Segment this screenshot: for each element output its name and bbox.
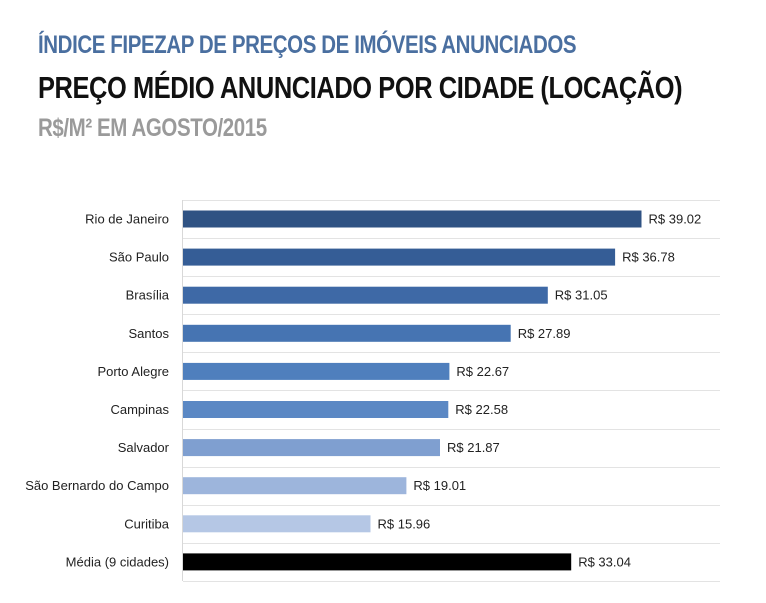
value-label: R$ 21.87 bbox=[447, 440, 500, 455]
bar bbox=[183, 286, 548, 304]
chart-subtitle: R$/M² EM AGOSTO/2015 bbox=[38, 114, 267, 142]
category-label: Média (9 cidades) bbox=[66, 554, 169, 569]
value-label: R$ 36.78 bbox=[622, 250, 675, 265]
bar bbox=[183, 553, 572, 571]
value-label: R$ 22.58 bbox=[455, 402, 508, 417]
value-label: R$ 31.05 bbox=[555, 288, 608, 303]
bar bbox=[183, 362, 450, 380]
category-label: Curitiba bbox=[124, 516, 170, 531]
index-title: ÍNDICE FIPEZAP DE PREÇOS DE IMÓVEIS ANUN… bbox=[38, 31, 577, 59]
bar bbox=[183, 477, 407, 495]
value-label: R$ 19.01 bbox=[413, 478, 466, 493]
value-label: R$ 15.96 bbox=[378, 516, 431, 531]
chart-title: PREÇO MÉDIO ANUNCIADO POR CIDADE (LOCAÇÃ… bbox=[38, 70, 683, 105]
category-label: São Paulo bbox=[109, 250, 169, 265]
bar bbox=[183, 324, 511, 342]
value-label: R$ 39.02 bbox=[649, 212, 702, 227]
category-label: São Bernardo do Campo bbox=[25, 478, 169, 493]
bar bbox=[183, 439, 440, 457]
category-label: Santos bbox=[129, 326, 170, 341]
bar bbox=[183, 515, 371, 533]
value-label: R$ 33.04 bbox=[578, 554, 631, 569]
category-label: Salvador bbox=[118, 440, 170, 455]
category-label: Porto Alegre bbox=[97, 364, 169, 379]
chart-titles: ÍNDICE FIPEZAP DE PREÇOS DE IMÓVEIS ANUN… bbox=[38, 30, 766, 144]
category-label: Brasília bbox=[126, 288, 170, 303]
bar bbox=[183, 248, 616, 266]
category-label: Campinas bbox=[110, 402, 169, 417]
value-label: R$ 22.67 bbox=[456, 364, 509, 379]
bar bbox=[183, 210, 642, 228]
category-label: Rio de Janeiro bbox=[85, 212, 169, 227]
value-label: R$ 27.89 bbox=[518, 326, 571, 341]
bar bbox=[183, 401, 449, 418]
